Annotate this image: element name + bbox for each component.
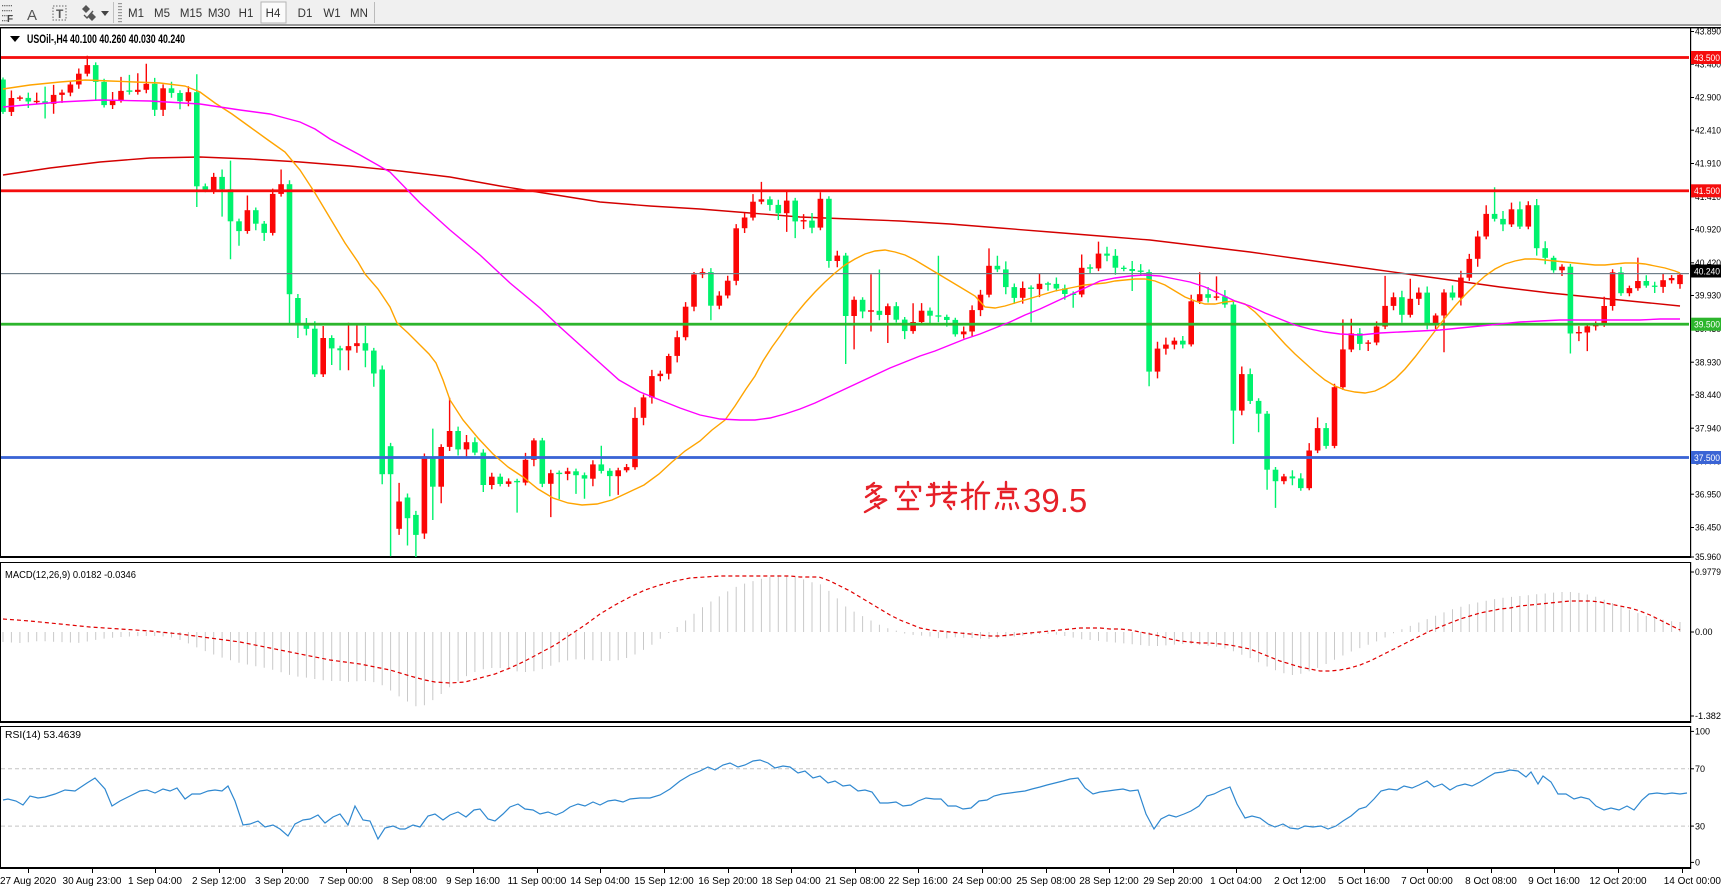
- svg-text:16 Sep 20:00: 16 Sep 20:00: [698, 876, 758, 887]
- svg-text:5 Oct 16:00: 5 Oct 16:00: [1338, 876, 1390, 887]
- svg-text:37.500: 37.500: [1694, 453, 1720, 463]
- svg-text:43.890: 43.890: [1695, 27, 1721, 37]
- svg-text:39.500: 39.500: [1694, 320, 1720, 330]
- svg-text:41.910: 41.910: [1695, 159, 1721, 169]
- svg-text:2 Oct 12:00: 2 Oct 12:00: [1274, 876, 1326, 887]
- svg-text:M15: M15: [180, 8, 202, 20]
- svg-text:14 Oct 00:00: 14 Oct 00:00: [1664, 876, 1721, 887]
- svg-text:M1: M1: [128, 8, 144, 20]
- svg-text:11 Sep 00:00: 11 Sep 00:00: [508, 876, 567, 887]
- svg-text:38.930: 38.930: [1695, 357, 1721, 367]
- svg-text:USOil-,H4 40.100 40.260 40.03: USOil-,H4 40.100 40.260 40.030 40.240: [27, 34, 185, 46]
- svg-text:29 Sep 20:00: 29 Sep 20:00: [1143, 876, 1203, 887]
- svg-text:38.440: 38.440: [1695, 390, 1721, 400]
- svg-text:37.940: 37.940: [1695, 423, 1721, 433]
- svg-text:41.500: 41.500: [1694, 186, 1720, 196]
- svg-text:8 Sep 08:00: 8 Sep 08:00: [383, 876, 437, 887]
- svg-text:40.240: 40.240: [1694, 266, 1720, 276]
- svg-text:A: A: [27, 7, 37, 24]
- svg-text:18 Sep 04:00: 18 Sep 04:00: [761, 876, 821, 887]
- svg-text:F: F: [7, 14, 13, 25]
- svg-text:D1: D1: [298, 8, 313, 20]
- svg-text:43.500: 43.500: [1694, 53, 1720, 63]
- svg-text:42.410: 42.410: [1695, 125, 1721, 135]
- svg-text:36.950: 36.950: [1695, 489, 1721, 499]
- svg-text:W1: W1: [323, 8, 340, 20]
- svg-text:0.00: 0.00: [1695, 627, 1713, 637]
- svg-text:3 Sep 20:00: 3 Sep 20:00: [255, 876, 309, 887]
- svg-text:35.960: 35.960: [1695, 552, 1721, 562]
- svg-text:9 Oct 16:00: 9 Oct 16:00: [1528, 876, 1580, 887]
- svg-text:100: 100: [1695, 727, 1710, 737]
- svg-text:T: T: [56, 7, 64, 21]
- svg-text:27 Aug 2020: 27 Aug 2020: [0, 876, 57, 887]
- svg-text:MACD(12,26,9) 0.0182 -0.0346: MACD(12,26,9) 0.0182 -0.0346: [5, 569, 136, 581]
- svg-text:22 Sep 16:00: 22 Sep 16:00: [888, 876, 948, 887]
- svg-text:28 Sep 12:00: 28 Sep 12:00: [1079, 876, 1139, 887]
- svg-text:H4: H4: [266, 8, 281, 20]
- svg-text:H1: H1: [239, 8, 254, 20]
- svg-text:39.5: 39.5: [1023, 482, 1087, 519]
- svg-text:24 Sep 00:00: 24 Sep 00:00: [952, 876, 1012, 887]
- svg-text:8 Oct 08:00: 8 Oct 08:00: [1465, 876, 1517, 887]
- svg-text:30 Aug 23:00: 30 Aug 23:00: [63, 876, 122, 887]
- svg-text:7 Oct 00:00: 7 Oct 00:00: [1401, 876, 1453, 887]
- svg-text:70: 70: [1695, 764, 1705, 774]
- svg-text:36.450: 36.450: [1695, 523, 1721, 533]
- svg-text:12 Oct 20:00: 12 Oct 20:00: [1589, 876, 1647, 887]
- svg-text:MN: MN: [350, 8, 368, 20]
- svg-text:15 Sep 12:00: 15 Sep 12:00: [634, 876, 694, 887]
- svg-text:1 Sep 04:00: 1 Sep 04:00: [128, 876, 182, 887]
- svg-text:M30: M30: [208, 8, 230, 20]
- svg-text:-1.382: -1.382: [1695, 711, 1721, 721]
- svg-text:42.900: 42.900: [1695, 93, 1721, 103]
- svg-text:0.9779: 0.9779: [1695, 567, 1721, 577]
- svg-text:43.400: 43.400: [1695, 59, 1721, 69]
- svg-text:2 Sep 12:00: 2 Sep 12:00: [192, 876, 246, 887]
- svg-text:39.930: 39.930: [1695, 291, 1721, 301]
- svg-text:25 Sep 08:00: 25 Sep 08:00: [1016, 876, 1076, 887]
- svg-text:21 Sep 08:00: 21 Sep 08:00: [825, 876, 885, 887]
- svg-text:0: 0: [1695, 858, 1700, 868]
- svg-text:1 Oct 04:00: 1 Oct 04:00: [1210, 876, 1262, 887]
- svg-text:14 Sep 04:00: 14 Sep 04:00: [570, 876, 630, 887]
- svg-text:M5: M5: [154, 8, 170, 20]
- svg-text:7 Sep 00:00: 7 Sep 00:00: [319, 876, 373, 887]
- svg-text:40.920: 40.920: [1695, 225, 1721, 235]
- svg-text:RSI(14) 53.4639: RSI(14) 53.4639: [5, 729, 81, 741]
- svg-text:30: 30: [1695, 821, 1705, 831]
- svg-text:9 Sep 16:00: 9 Sep 16:00: [446, 876, 500, 887]
- svg-text:40.420: 40.420: [1695, 258, 1721, 268]
